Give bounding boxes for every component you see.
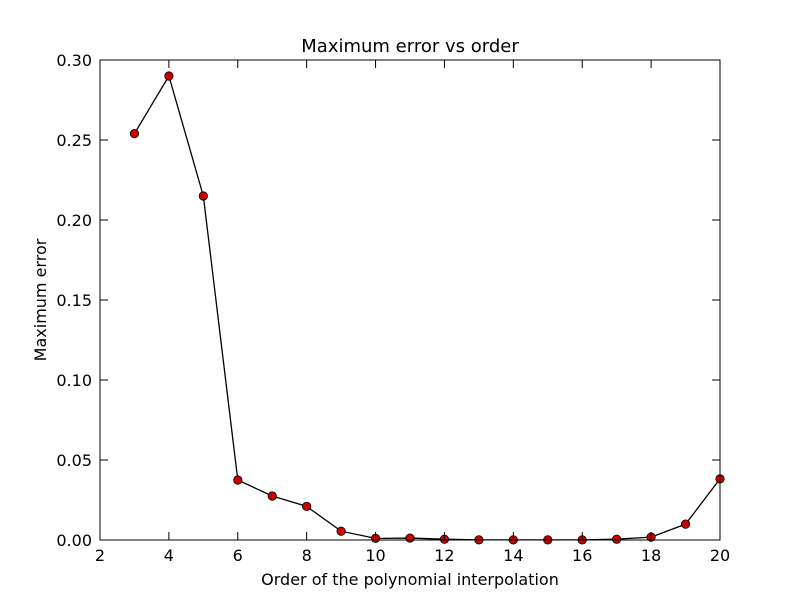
- y-tick-label: 0.10: [56, 371, 92, 390]
- data-point: [336, 526, 346, 536]
- x-axis-label: Order of the polynomial interpolation: [261, 570, 559, 589]
- chart-title: Maximum error vs order: [301, 36, 519, 57]
- x-tick-label: 4: [164, 546, 174, 565]
- data-point: [405, 533, 415, 543]
- y-tick-label: 0.30: [56, 51, 92, 70]
- y-tick-label: 0.20: [56, 211, 92, 230]
- x-tick-label: 2: [95, 546, 105, 565]
- y-tick-label: 0.15: [56, 291, 92, 310]
- data-point: [302, 501, 312, 511]
- series-line: [133, 74, 721, 541]
- y-tick-label: 0.00: [56, 531, 92, 550]
- data-point: [612, 534, 622, 544]
- y-tick-label: 0.25: [56, 131, 92, 150]
- x-tick-label: 16: [572, 546, 592, 565]
- ticks-layer: 2 4 6 8 10 12 14 16 18 20 0.00 0.05 0.10 0.15 0.20 0.25…: [56, 51, 730, 565]
- data-point: [164, 71, 174, 81]
- x-tick-label: 18: [641, 546, 661, 565]
- x-tick-label: 20: [710, 546, 730, 565]
- y-axis-label: Maximum error: [31, 238, 50, 361]
- series-layer: [129, 71, 725, 545]
- x-tick-label: 8: [302, 546, 312, 565]
- x-tick-label: 10: [365, 546, 385, 565]
- data-point: [198, 191, 208, 201]
- data-point: [680, 519, 691, 529]
- x-tick-label: 14: [503, 546, 523, 565]
- x-tick-label: 12: [434, 546, 454, 565]
- data-point: [129, 129, 140, 139]
- data-point: [267, 491, 277, 501]
- x-tick-label: 6: [233, 546, 243, 565]
- y-tick-label: 0.05: [56, 451, 92, 470]
- data-point: [233, 475, 243, 485]
- axes-frame: [99, 59, 721, 541]
